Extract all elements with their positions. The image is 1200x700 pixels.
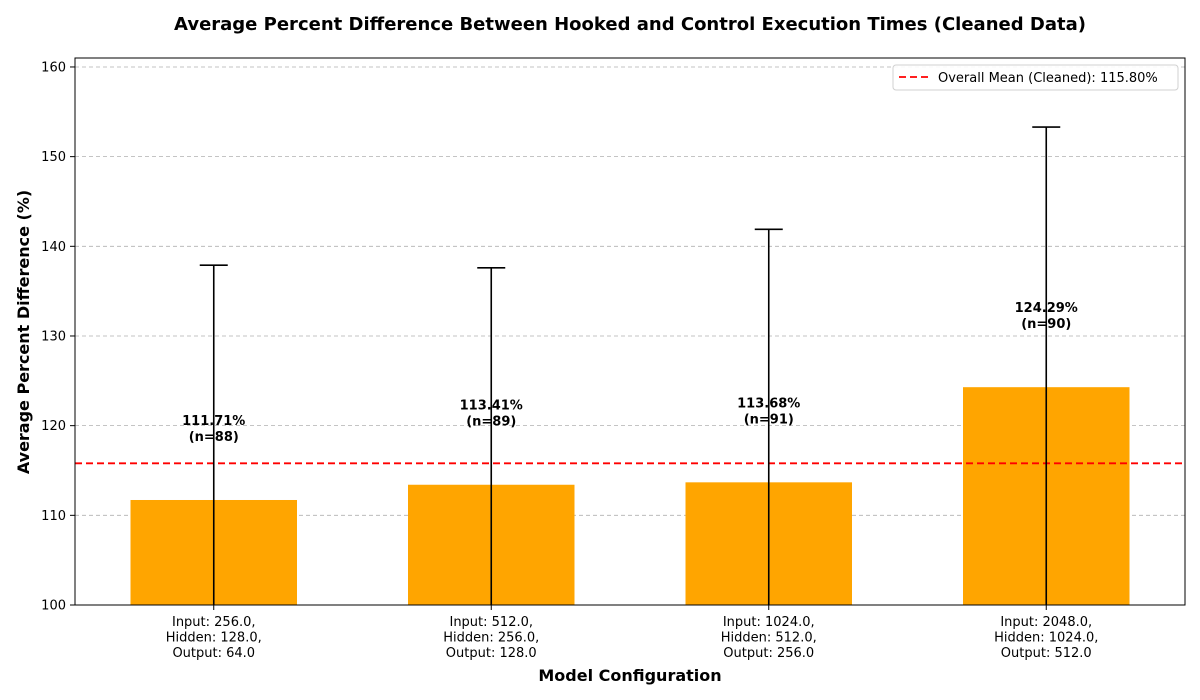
- legend-label: Overall Mean (Cleaned): 115.80%: [938, 71, 1158, 86]
- data-label: 113.68%: [737, 396, 800, 411]
- y-tick-label: 100: [41, 599, 66, 614]
- x-tick-label: Input: 1024.0,: [723, 615, 815, 630]
- x-tick-label: Output: 128.0: [446, 646, 537, 661]
- x-tick-label: Output: 512.0: [1001, 646, 1092, 661]
- x-tick-label: Hidden: 512.0,: [721, 631, 817, 646]
- y-tick-label: 110: [41, 509, 66, 524]
- bars: [130, 387, 1130, 605]
- y-tick-label: 140: [41, 240, 66, 255]
- data-label: 111.71%: [182, 414, 245, 429]
- legend-box: [892, 64, 1179, 91]
- x-tick-label: Output: 64.0: [172, 646, 255, 661]
- x-tick-label: Output: 256.0: [723, 646, 814, 661]
- y-axis-label: Average Percent Difference (%): [14, 190, 33, 474]
- x-tick-label: Hidden: 1024.0,: [994, 631, 1098, 646]
- y-tick-label: 150: [41, 150, 66, 165]
- error-bars: [199, 126, 1061, 605]
- x-tick-label: Input: 2048.0,: [1000, 615, 1092, 630]
- data-label: (n=91): [744, 412, 794, 427]
- data-label: 113.41%: [460, 399, 523, 414]
- x-tick-label: Hidden: 256.0,: [443, 631, 539, 646]
- data-label: (n=89): [466, 415, 516, 430]
- chart-title: Average Percent Difference Between Hooke…: [174, 14, 1086, 35]
- data-label: 124.29%: [1015, 301, 1078, 316]
- plot-frame: [74, 57, 1186, 606]
- x-axis-label: Model Configuration: [538, 666, 721, 685]
- x-tick-label: Input: 512.0,: [449, 615, 533, 630]
- data-label: (n=90): [1021, 317, 1071, 332]
- legend: Overall Mean (Cleaned): 115.80%: [892, 64, 1179, 91]
- x-tick-label: Hidden: 128.0,: [166, 631, 262, 646]
- y-axis-ticks: 100 110 120 130 140 150 160: [41, 60, 75, 614]
- data-labels: 111.71%(n=88) 113.41%(n=89) 113.68%(n=91) 1…: [182, 301, 1078, 445]
- y-tick-label: 130: [41, 329, 66, 344]
- y-tick-label: 120: [41, 419, 66, 434]
- x-tick-label: Input: 256.0,: [172, 615, 256, 630]
- data-label: (n=88): [189, 430, 239, 445]
- x-axis-ticks: Input: 256.0,Hidden: 128.0,Output: 64.0 I…: [166, 605, 1098, 661]
- y-tick-label: 160: [41, 60, 66, 75]
